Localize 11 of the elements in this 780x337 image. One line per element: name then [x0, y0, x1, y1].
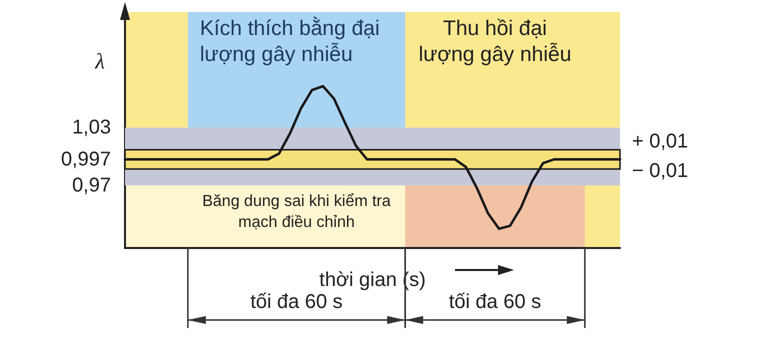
annotation: Thu hồi đại lượng gây nhiễu [418, 16, 572, 68]
y-axis-title: λ [94, 48, 105, 74]
text: tối đa 60 s [448, 291, 542, 313]
annotation: Kích thích bằng đại lượng gây nhiễu [200, 16, 381, 68]
annotation: Băng dung sai khi kiểm tra mạch điều chỉnh [201, 192, 392, 234]
text: tối đa 60 s [250, 291, 343, 313]
y-tick-label: 1,03 [72, 116, 111, 139]
y-tick-label: 0,97 [72, 174, 111, 196]
y-tick-label: 0,997 [60, 148, 111, 170]
text: − 0,01 [632, 160, 688, 182]
text: + 0,01 [632, 130, 688, 153]
